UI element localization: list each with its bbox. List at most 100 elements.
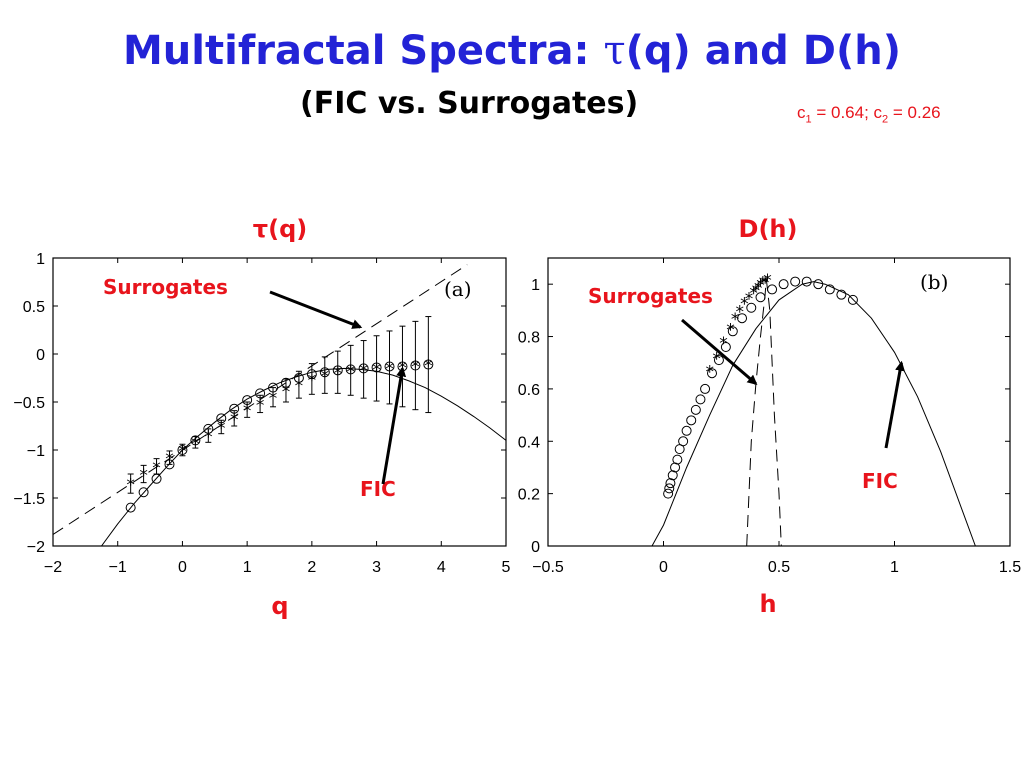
circle-point bbox=[700, 383, 711, 394]
x-axis-label: q bbox=[271, 592, 288, 620]
annotation-arrow bbox=[381, 366, 407, 485]
x-tick-label: −2 bbox=[44, 559, 62, 576]
title-tau: τ bbox=[603, 28, 626, 74]
star-point: * bbox=[424, 357, 433, 377]
star-point: * bbox=[749, 284, 758, 304]
x-axis-label: h bbox=[759, 590, 776, 618]
param-c2-symbol: c bbox=[873, 103, 883, 122]
star-point: * bbox=[385, 359, 394, 379]
plot-frame bbox=[52, 257, 507, 547]
circle-point bbox=[672, 454, 683, 465]
star-point: * bbox=[191, 434, 200, 454]
circle-point bbox=[727, 326, 738, 337]
d-h-panel: D(h)h(b)−0.5 0 0.5 1 1.500.20.40.60.81******… bbox=[518, 215, 1021, 618]
x-tick-label: 1 bbox=[890, 559, 899, 576]
star-point: * bbox=[333, 364, 342, 384]
circle-point bbox=[813, 279, 824, 290]
circle-point bbox=[720, 342, 731, 353]
y-tick-label: −2 bbox=[27, 539, 45, 556]
annotation-label: Surrogates bbox=[103, 275, 228, 299]
y-tick-label: 1 bbox=[531, 277, 540, 294]
circle-point bbox=[667, 470, 678, 481]
circle-point bbox=[824, 284, 835, 295]
panel-heading: D(h) bbox=[739, 215, 798, 243]
circle-point bbox=[707, 368, 718, 379]
panel-tag: (b) bbox=[920, 270, 948, 294]
star-point: * bbox=[731, 310, 740, 330]
circle-point bbox=[847, 294, 858, 305]
star-point: * bbox=[139, 466, 148, 486]
param-c1-subscript: 1 bbox=[805, 113, 812, 126]
parameter-label: c1 = 0.64; c2 = 0.26 bbox=[797, 103, 941, 125]
y-tick-label: 0.2 bbox=[518, 487, 540, 504]
title-prefix: Multifractal Spectra: bbox=[123, 28, 604, 74]
star-point: * bbox=[165, 450, 174, 470]
star-point: * bbox=[726, 321, 735, 341]
star-point: * bbox=[308, 371, 317, 391]
star-point: * bbox=[282, 382, 291, 402]
annotation-arrow bbox=[884, 360, 905, 449]
circle-point bbox=[664, 483, 675, 494]
dashed-curve bbox=[765, 278, 782, 546]
circle-point bbox=[663, 488, 674, 499]
star-point: * bbox=[359, 361, 368, 381]
star-point: * bbox=[243, 402, 252, 422]
star-point: * bbox=[752, 281, 761, 301]
circle-point bbox=[755, 292, 766, 303]
star-point: * bbox=[372, 360, 381, 380]
star-point: * bbox=[321, 367, 330, 387]
annotation-label: FIC bbox=[862, 469, 898, 493]
circle-point bbox=[670, 462, 681, 473]
x-tick-label: 4 bbox=[437, 559, 446, 576]
y-tick-label: −0.5 bbox=[13, 395, 45, 412]
star-point: * bbox=[126, 476, 135, 496]
annotation-arrow bbox=[681, 318, 758, 385]
circle-point bbox=[678, 436, 689, 447]
annotation-arrow bbox=[269, 290, 363, 329]
circle-point bbox=[801, 276, 812, 287]
x-tick-label: 3 bbox=[372, 559, 381, 576]
y-tick-label: 0.4 bbox=[518, 434, 540, 451]
star-point: * bbox=[269, 389, 278, 409]
star-point: * bbox=[705, 363, 714, 383]
circle-point bbox=[713, 355, 724, 366]
star-point: * bbox=[756, 276, 765, 296]
circle-point bbox=[746, 302, 757, 313]
star-point: * bbox=[217, 419, 226, 439]
circle-point bbox=[681, 425, 692, 436]
circle-point bbox=[767, 284, 778, 295]
star-point: * bbox=[178, 442, 187, 462]
annotation-label: FIC bbox=[360, 477, 396, 501]
y-tick-label: 0.5 bbox=[23, 299, 45, 316]
star-point: * bbox=[411, 358, 420, 378]
star-point: * bbox=[230, 410, 239, 430]
star-point: * bbox=[735, 302, 744, 322]
param-c1-value: = 0.64; bbox=[811, 103, 874, 122]
x-tick-label: 1 bbox=[243, 559, 252, 576]
star-point: * bbox=[256, 396, 265, 416]
circle-point bbox=[778, 279, 789, 290]
y-tick-label: 0 bbox=[36, 347, 45, 364]
y-tick-label: 0.6 bbox=[518, 382, 540, 399]
circle-point bbox=[695, 394, 706, 405]
tau-q-panel: τ(q)q(a)−2 −1 0 1 2 3 4 510.50−0.5−1−1.5−2* * * * *… bbox=[13, 215, 510, 620]
star-point: * bbox=[763, 271, 772, 291]
y-tick-label: 0.8 bbox=[518, 330, 540, 347]
y-tick-label: −1.5 bbox=[13, 491, 45, 508]
star-point: * bbox=[712, 349, 721, 369]
circle-point bbox=[690, 404, 701, 415]
panel-heading: τ(q) bbox=[253, 215, 307, 243]
param-c1-symbol: c bbox=[797, 103, 806, 122]
param-c2-value: = 0.26 bbox=[888, 103, 941, 122]
star-point: * bbox=[754, 279, 763, 299]
star-point: * bbox=[761, 274, 770, 294]
circle-point bbox=[790, 276, 801, 287]
circle-point bbox=[686, 415, 697, 426]
star-point: * bbox=[346, 362, 355, 382]
x-tick-label: 0.5 bbox=[768, 559, 790, 576]
plot-area: ************************ bbox=[53, 264, 506, 546]
x-tick-label: 0 bbox=[178, 559, 187, 576]
star-point: * bbox=[295, 377, 304, 397]
circle-point bbox=[836, 289, 847, 300]
